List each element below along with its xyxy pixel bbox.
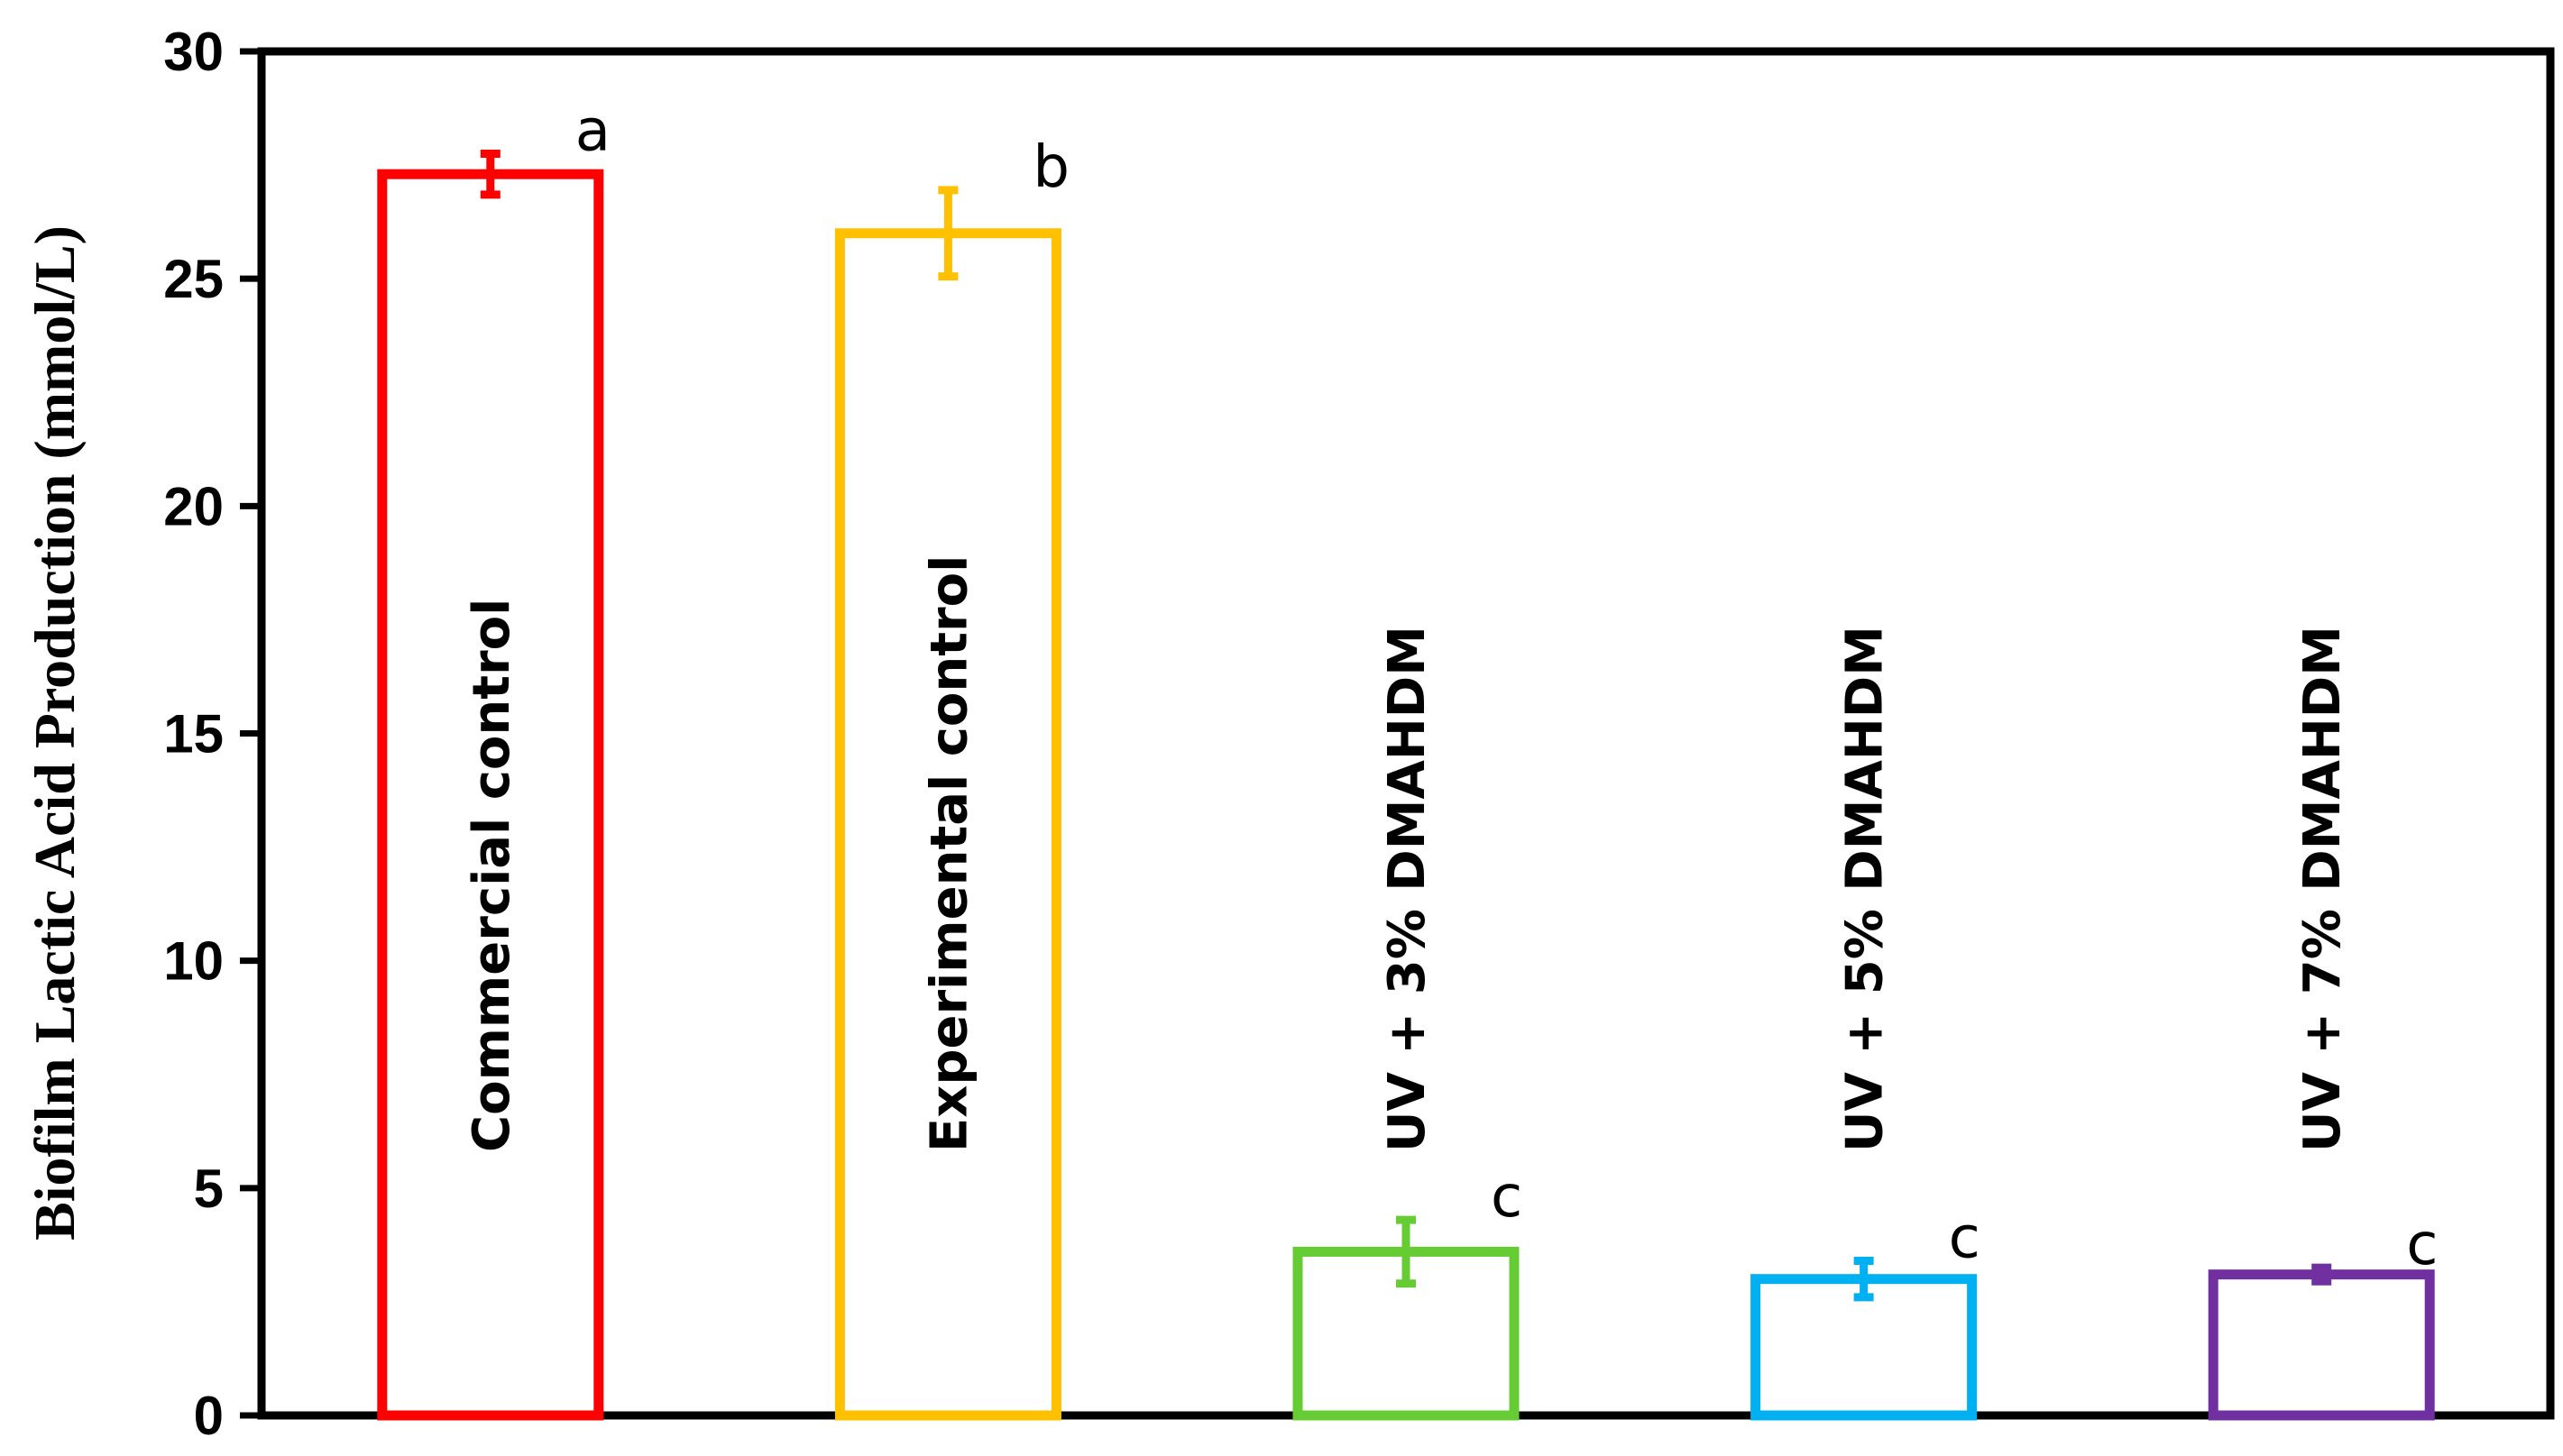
category-label: UV + 5% DMAHDM bbox=[1836, 626, 1895, 1152]
category-label: UV + 3% DMAHDM bbox=[1378, 626, 1437, 1152]
y-tick-label: 30 bbox=[163, 22, 224, 82]
bar bbox=[2208, 1269, 2435, 1421]
y-tick-label: 25 bbox=[163, 249, 224, 309]
y-tick-label: 10 bbox=[163, 931, 224, 992]
y-tick-label: 20 bbox=[163, 476, 224, 536]
y-tick-label: 0 bbox=[194, 1386, 224, 1446]
y-tick-label: 5 bbox=[194, 1158, 224, 1219]
category-label: UV + 7% DMAHDM bbox=[2293, 626, 2352, 1152]
significance-letter: c bbox=[1491, 1164, 1522, 1231]
significance-letter: b bbox=[1033, 134, 1070, 201]
significance-letter: c bbox=[2406, 1212, 2438, 1278]
y-tick-label: 15 bbox=[163, 704, 224, 765]
significance-letter: c bbox=[1949, 1205, 1980, 1272]
category-label: Experimental control bbox=[920, 555, 978, 1152]
significance-letter: a bbox=[575, 97, 611, 164]
category-label: Commercial control bbox=[463, 599, 521, 1152]
y-axis-title: Biofilm Lactic Acid Production (mmol/L) bbox=[23, 225, 87, 1241]
